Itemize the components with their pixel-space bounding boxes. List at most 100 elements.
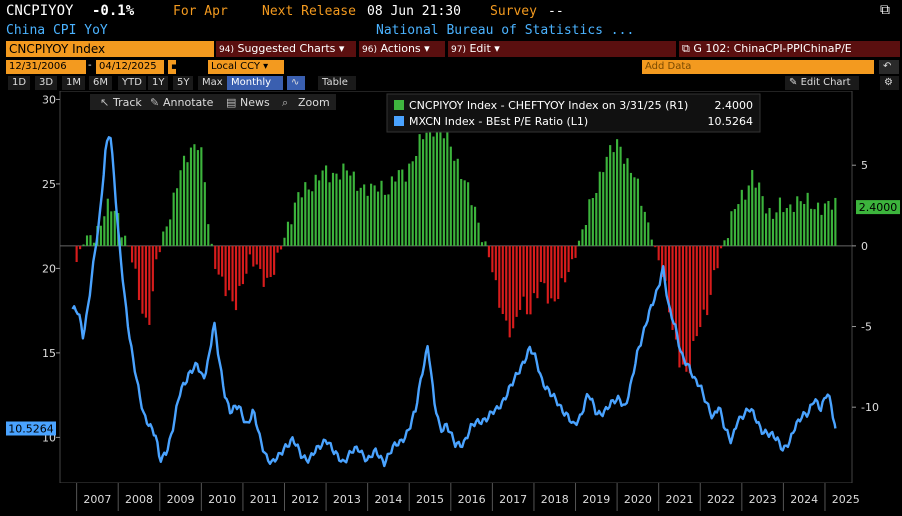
cpi-bar <box>577 240 581 246</box>
cpi-bar <box>279 245 283 250</box>
cpi-bar <box>449 146 452 246</box>
x-tick-label: 2024 <box>790 493 818 506</box>
cpi-bar <box>529 245 532 315</box>
cpi-bar <box>137 245 141 301</box>
gear-icon[interactable]: ⚙ <box>880 76 899 90</box>
cpi-bar <box>664 245 667 282</box>
calendar-icon[interactable]: ▪ <box>168 60 177 74</box>
track-button[interactable]: Track <box>112 96 142 109</box>
undo-icon[interactable]: ↶ <box>879 60 899 74</box>
cpi-bar <box>75 245 78 262</box>
edit-chart-button[interactable]: ✎ Edit Chart <box>785 76 859 90</box>
cpi-bar <box>176 188 179 246</box>
period-button-3d[interactable]: 3D <box>35 76 58 90</box>
cpi-bar <box>633 177 636 246</box>
cpi-bar <box>432 136 435 246</box>
cpi-bar <box>681 245 685 365</box>
security-field[interactable]: CNCPIYOY Index <box>6 41 214 57</box>
line-chart-icon[interactable]: ∿ <box>287 76 305 90</box>
toolbar: CNCPIYOY Index 94) Suggested Charts ▾ 96… <box>0 40 902 58</box>
cpi-bar <box>685 245 688 372</box>
currency-dropdown[interactable]: Local CCY ▾ <box>208 60 284 74</box>
annotate-button[interactable]: Annotate <box>163 96 214 109</box>
cpi-bar <box>820 214 823 246</box>
cpi-bar <box>661 245 664 278</box>
track-icon[interactable]: ↖ <box>100 96 109 109</box>
news-icon[interactable]: ▤ <box>226 96 236 109</box>
pe-ratio-line <box>71 136 837 468</box>
cpi-bar <box>834 197 837 246</box>
cpi-bar <box>252 245 255 267</box>
period-button-6m[interactable]: 6M <box>89 76 112 90</box>
table-button[interactable]: Table <box>318 76 356 90</box>
period-button-5y[interactable]: 5Y <box>173 76 194 90</box>
legend-value-cpi: 2.4000 <box>715 99 754 112</box>
cpi-bar <box>158 245 161 253</box>
chart-tools: ↖ Track ✎ Annotate ▤ News ⌕ Zoom <box>90 94 336 110</box>
cpi-bar <box>356 190 359 246</box>
cpi-bar <box>505 245 508 321</box>
period-button-1y[interactable]: 1Y <box>148 76 169 90</box>
suggested-charts-button[interactable]: 94) Suggested Charts ▾ <box>216 41 356 57</box>
actions-button[interactable]: 96) Actions ▾ <box>359 41 445 57</box>
cpi-bar <box>82 244 85 246</box>
frequency-dropdown[interactable]: Monthly ▾ <box>227 76 283 102</box>
cpi-bar <box>124 235 127 246</box>
chart-name-field[interactable]: ⧉ G 102: ChinaCPI-PPIChinaP/E <box>679 41 900 57</box>
cpi-bar <box>595 192 598 246</box>
cpi-bar <box>494 245 497 281</box>
x-tick-label: 2014 <box>374 493 402 506</box>
cpi-bar <box>231 245 234 302</box>
date-range-row: 12/31/2006 - 04/12/2025 ▪ Local CCY ▾ Ad… <box>0 59 902 75</box>
cpi-bar <box>643 211 646 246</box>
zoom-icon[interactable]: ⌕ <box>282 96 288 109</box>
cpi-bar <box>823 203 827 246</box>
cpi-bar <box>709 245 712 295</box>
cpi-bar <box>134 245 137 269</box>
cpi-bar <box>422 139 425 246</box>
plot-area[interactable] <box>59 91 853 484</box>
add-data-input[interactable]: Add Data <box>642 60 874 74</box>
frequency-text: Monthly <box>231 77 272 88</box>
cpi-bar <box>446 130 449 246</box>
annotate-icon[interactable]: ✎ <box>150 96 159 109</box>
cpi-bar <box>803 203 806 246</box>
end-date-input[interactable]: 04/12/2025 <box>96 60 164 74</box>
period-button-1m[interactable]: 1M <box>62 76 85 90</box>
cpi-bar <box>89 235 92 246</box>
cpi-bar <box>771 218 775 246</box>
ticker-label: CNCPIYOY <box>6 3 74 19</box>
edit-chart-text: Edit Chart <box>800 77 851 88</box>
edit-button[interactable]: 97) Edit ▾ <box>448 41 676 57</box>
cpi-bar <box>300 197 303 246</box>
zoom-button[interactable]: Zoom <box>298 96 330 109</box>
cpi-bar <box>470 205 473 246</box>
period-button-ytd[interactable]: YTD <box>118 76 146 90</box>
cpi-bar <box>370 183 373 246</box>
period-button-1d[interactable]: 1D <box>8 76 31 90</box>
cpi-bar <box>328 182 331 246</box>
cpi-bar <box>647 222 650 246</box>
cpi-bar <box>706 245 709 316</box>
cpi-bar <box>286 221 290 246</box>
legend-swatch-pe <box>394 116 404 126</box>
source-link[interactable]: National Bureau of Statistics ... <box>376 23 635 38</box>
news-button[interactable]: News <box>240 96 270 109</box>
last-value-left: 10.5264 <box>6 421 56 436</box>
next-release-value: 08 Jun 21:30 <box>367 4 461 19</box>
cpi-bar <box>106 198 109 246</box>
cpi-bar <box>179 170 182 246</box>
cpi-bar <box>85 235 89 246</box>
start-date-input[interactable]: 12/31/2006 <box>6 60 86 74</box>
popout-icon[interactable]: ⧉ <box>880 2 890 18</box>
cpi-bar <box>338 179 342 246</box>
subtitle-row: China CPI YoY National Bureau of Statist… <box>0 22 902 40</box>
cpi-bar <box>411 161 414 246</box>
cpi-bar <box>550 245 553 299</box>
cpi-bar <box>245 245 248 274</box>
x-tick-label: 2015 <box>416 493 444 506</box>
period-button-max[interactable]: Max <box>198 76 227 90</box>
header-row: CNCPIYOY -0.1% For Apr Next Release 08 J… <box>0 0 902 22</box>
cpi-bar <box>113 210 116 246</box>
cpi-bar <box>120 237 123 246</box>
